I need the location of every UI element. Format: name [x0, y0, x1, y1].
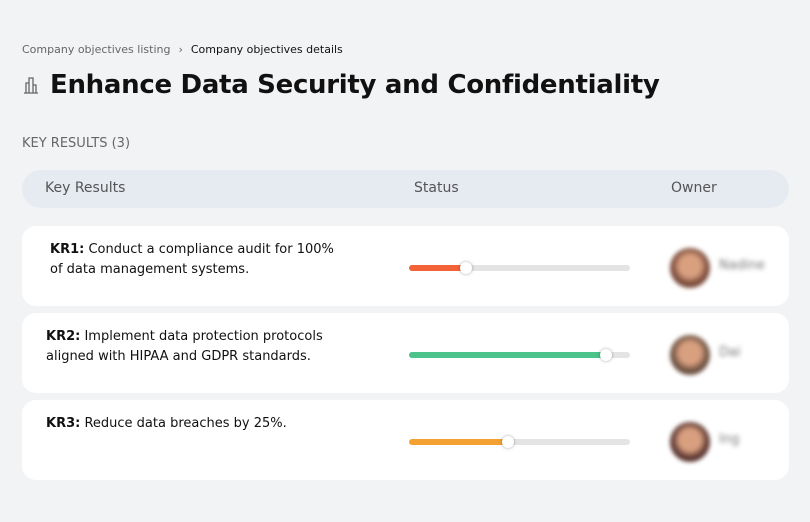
key-result-text: KR2: Implement data protection protocols…	[46, 327, 346, 367]
owner-name: Ing	[719, 432, 740, 447]
key-results-count: KEY RESULTS (3)	[22, 136, 131, 151]
breadcrumb: Company objectives listing › Company obj…	[22, 43, 343, 56]
table-row[interactable]: KR1: Conduct a compliance audit for 100%…	[22, 226, 789, 306]
table-row[interactable]: KR2: Implement data protection protocols…	[22, 313, 789, 393]
header-owner: Owner	[671, 180, 717, 196]
header-key-results: Key Results	[45, 180, 126, 196]
breadcrumb-current: Company objectives details	[190, 43, 343, 56]
key-result-text: KR1: Conduct a compliance audit for 100%…	[50, 240, 350, 280]
key-result-code: KR1:	[50, 242, 85, 257]
key-result-description: Conduct a compliance audit for 100% of d…	[50, 242, 334, 277]
avatar	[670, 248, 710, 288]
chevron-right-icon: ›	[178, 43, 183, 56]
key-result-description: Reduce data breaches by 25%.	[84, 416, 287, 431]
key-result-description: Implement data protection protocols alig…	[46, 329, 323, 364]
progress-fill	[409, 265, 467, 271]
owner-name: Dai	[719, 345, 741, 360]
table-header: Key Results Status Owner	[22, 170, 789, 208]
breadcrumb-link[interactable]: Company objectives listing	[22, 43, 171, 56]
progress-fill	[409, 352, 606, 358]
avatar	[670, 422, 710, 462]
table-row[interactable]: KR3: Reduce data breaches by 25%. Ing	[22, 400, 789, 480]
header-status: Status	[414, 180, 459, 196]
building-icon	[24, 77, 38, 94]
slider-knob[interactable]	[599, 349, 612, 361]
key-result-code: KR2:	[46, 329, 81, 344]
page-header: Enhance Data Security and Confidentialit…	[22, 70, 660, 100]
owner-name: Nadine	[719, 258, 765, 273]
page-title: Enhance Data Security and Confidentialit…	[50, 70, 660, 100]
progress-slider[interactable]	[409, 262, 630, 274]
avatar	[670, 335, 710, 375]
slider-knob[interactable]	[460, 262, 473, 274]
key-result-text: KR3: Reduce data breaches by 25%.	[46, 414, 346, 434]
slider-knob[interactable]	[502, 436, 515, 448]
progress-fill	[409, 439, 509, 445]
progress-slider[interactable]	[409, 349, 630, 361]
key-result-code: KR3:	[46, 416, 81, 431]
progress-slider[interactable]	[409, 436, 630, 448]
